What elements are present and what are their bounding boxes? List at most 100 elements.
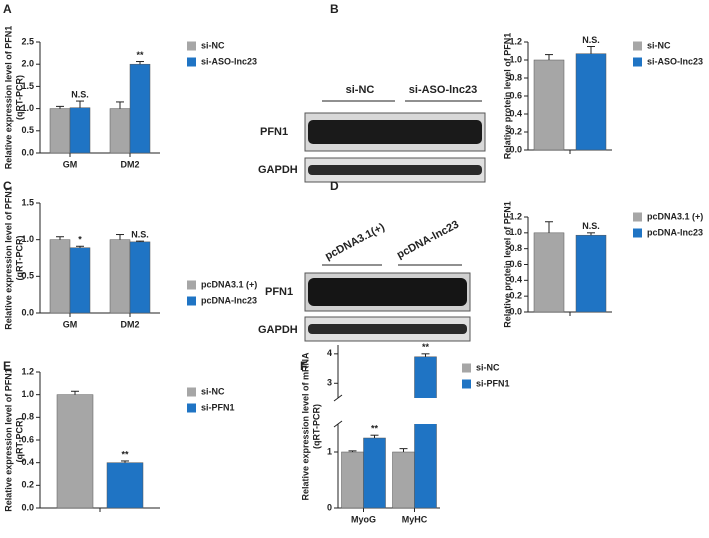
legend-label: si-NC — [647, 40, 671, 50]
legend-label: pcDNA-lnc23 — [647, 227, 703, 237]
y-tick-label: 4 — [327, 348, 332, 358]
blot-b: si-NC si-ASO-lnc23 PFN1 GAPDH — [258, 84, 486, 183]
bar — [56, 394, 94, 509]
legend-swatch — [187, 41, 196, 51]
panel-label: B — [330, 2, 339, 16]
legend-label: si-NC — [201, 40, 225, 50]
y-axis-label: Relative protein level of PFN1 — [502, 33, 512, 160]
legend-swatch — [462, 379, 471, 389]
legend-swatch — [187, 280, 196, 290]
row-label: PFN1 — [265, 286, 293, 298]
y-tick-label: 1.0 — [509, 54, 522, 64]
bar — [575, 53, 607, 151]
bar — [129, 241, 151, 314]
y-tick-label: 1.2 — [509, 36, 522, 46]
panel-label: F — [300, 359, 307, 373]
legend-swatch — [633, 212, 642, 222]
y-axis-label: (qRT-PCR) — [311, 404, 321, 449]
significance-label: ** — [371, 424, 379, 434]
y-tick-label: 0.2 — [21, 480, 34, 490]
significance-label: N.S. — [582, 35, 600, 45]
y-tick-label: 0.8 — [21, 412, 34, 422]
bar — [69, 107, 91, 154]
axis-break — [333, 394, 343, 402]
x-tick-label: DM2 — [120, 319, 139, 329]
x-tick-label: GM — [63, 319, 78, 329]
y-axis-label: (qRT-PCR) — [14, 418, 24, 463]
bar — [392, 451, 415, 509]
blot-band — [308, 120, 482, 144]
y-tick-label: 0.4 — [509, 275, 522, 285]
y-tick-label: 0.4 — [21, 457, 34, 467]
y-tick-label: 1.5 — [21, 197, 34, 207]
y-tick-label: 1.5 — [21, 81, 34, 91]
y-axis-label: Relative expression level of mRNA — [300, 352, 310, 501]
lane-label: si-NC — [346, 84, 375, 96]
row-label: GAPDH — [258, 324, 298, 336]
legend-label: si-ASO-lnc23 — [201, 56, 257, 66]
legend-label: si-NC — [201, 386, 225, 396]
bar — [69, 247, 91, 314]
significance-label: N.S. — [71, 89, 89, 99]
bar — [341, 451, 364, 509]
blot-band — [308, 278, 467, 306]
y-tick-label: 1.2 — [21, 366, 34, 376]
legend-label: si-ASO-lnc23 — [647, 56, 703, 66]
bar — [533, 232, 565, 313]
y-tick-label: 0.6 — [509, 259, 522, 269]
significance-label: N.S. — [582, 221, 600, 231]
legend-label: si-PFN1 — [201, 402, 235, 412]
bar — [109, 108, 131, 154]
y-tick-label: 0.0 — [21, 147, 34, 157]
legend-swatch — [462, 363, 471, 373]
bar — [49, 239, 71, 314]
lane-label: pcDNA3.1(+) — [323, 221, 387, 263]
y-axis-label: (qRT-PCR) — [14, 75, 24, 120]
significance-label: * — [78, 235, 82, 245]
bar — [575, 234, 607, 313]
legend-label: pcDNA3.1 (+) — [647, 211, 703, 221]
lane-label: pcDNA-lnc23 — [395, 219, 461, 262]
axis-break — [333, 420, 343, 428]
bar — [533, 59, 565, 151]
y-tick-label: 1.2 — [509, 211, 522, 221]
bar — [414, 356, 437, 509]
y-tick-label: 1.0 — [509, 227, 522, 237]
x-tick-label: MyHC — [402, 514, 428, 524]
bar — [129, 63, 151, 154]
y-tick-label: 1.0 — [21, 234, 34, 244]
legend-swatch — [187, 403, 196, 413]
significance-label: ** — [136, 50, 144, 60]
y-tick-label: 0.2 — [509, 126, 522, 136]
legend-swatch — [187, 296, 196, 306]
legend-swatch — [633, 57, 642, 67]
y-tick-label: 0.0 — [509, 144, 522, 154]
y-tick-label: 0 — [327, 502, 332, 512]
legend-label: si-PFN1 — [476, 378, 510, 388]
blot-band — [308, 165, 482, 175]
bar — [109, 239, 131, 314]
y-tick-label: 1.0 — [21, 389, 34, 399]
bar — [49, 108, 71, 154]
y-tick-label: 0.0 — [21, 307, 34, 317]
y-tick-label: 0.0 — [509, 306, 522, 316]
y-tick-label: 3 — [327, 378, 332, 388]
y-tick-label: 1.0 — [21, 103, 34, 113]
y-axis-label: Relative expression level of PFN1 — [3, 368, 13, 512]
bar — [106, 462, 144, 509]
legend-swatch — [187, 57, 196, 67]
break-gap — [413, 398, 438, 424]
y-tick-label: 0.5 — [21, 271, 34, 281]
panel-label: A — [3, 2, 12, 16]
y-tick-label: 0.8 — [509, 72, 522, 82]
y-axis-label: Relative protein level of PFN1 — [502, 201, 512, 328]
y-tick-label: 0.0 — [21, 502, 34, 512]
significance-label: N.S. — [131, 230, 149, 240]
y-tick-label: 0.5 — [21, 125, 34, 135]
y-tick-label: 0.8 — [509, 243, 522, 253]
blot-band — [308, 324, 467, 334]
legend-label: pcDNA-lnc23 — [201, 295, 257, 305]
y-axis-label: (qRT-PCR) — [14, 236, 24, 281]
y-tick-label: 2.0 — [21, 59, 34, 69]
bar — [363, 437, 386, 509]
